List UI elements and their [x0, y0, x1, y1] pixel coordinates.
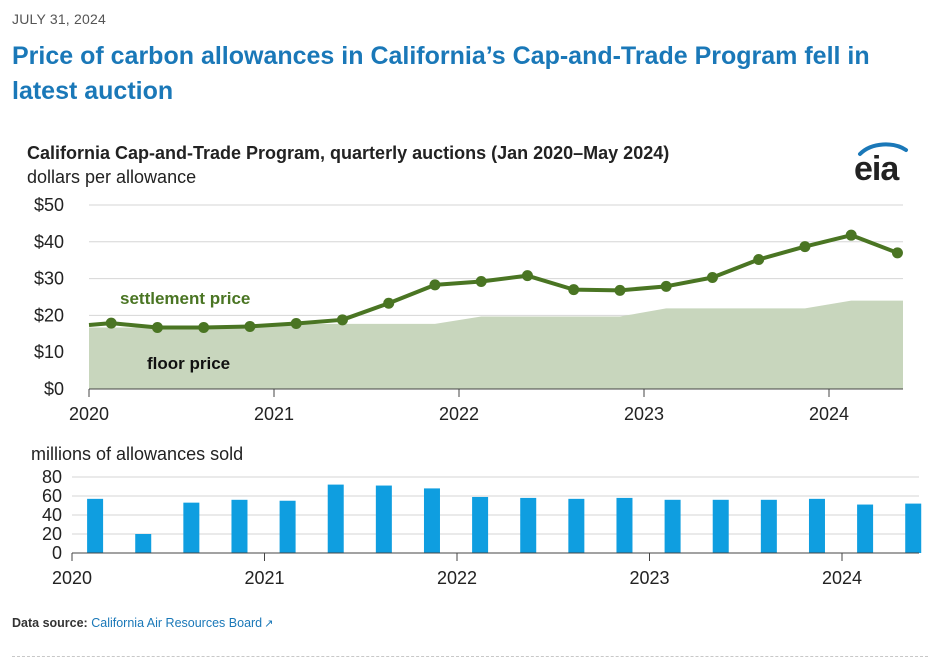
settlement-price-point	[568, 284, 580, 296]
settlement-price-point	[891, 247, 903, 259]
settlement-price-point	[845, 229, 857, 241]
price-panel: $0 $10 $20 $30 $40 $50 2020 2021 2022 2023 2024 set…	[34, 195, 903, 424]
allowances-y-tick-label: 40	[42, 505, 62, 525]
allowances-x-tick-label: 2023	[629, 568, 669, 588]
price-y-tick-label: $20	[34, 305, 64, 325]
floor-price-area	[89, 300, 903, 389]
price-y-tick-label: $50	[34, 195, 64, 215]
settlement-price-point	[105, 317, 117, 329]
settlement-price-point	[244, 320, 256, 332]
allowances-x-tick-label: 2024	[822, 568, 862, 588]
allowances-bar	[808, 498, 825, 553]
allowances-bar	[327, 484, 344, 553]
allowances-bar	[135, 534, 152, 553]
settlement-price-point	[336, 314, 348, 326]
allowances-y-tick-label: 80	[42, 467, 62, 487]
price-x-tick-label: 2021	[254, 404, 294, 424]
allowances-bar	[423, 488, 440, 553]
allowances-y-tick-label: 20	[42, 524, 62, 544]
allowances-bar	[520, 497, 537, 553]
data-source-label: Data source:	[12, 616, 88, 630]
settlement-price-point	[151, 322, 163, 334]
settlement-price-point	[706, 271, 718, 283]
allowances-bar	[616, 497, 633, 553]
allowances-bar	[760, 499, 777, 553]
headline: Price of carbon allowances in California…	[12, 42, 870, 105]
allowances-axis-title: millions of allowances sold	[31, 444, 243, 464]
footer-divider	[12, 656, 928, 657]
settlement-price-point	[753, 253, 765, 265]
allowances-bar	[712, 499, 729, 553]
price-axis-units: dollars per allowance	[27, 167, 197, 187]
settlement-price-point	[290, 317, 302, 329]
allowances-x-tick-label: 2022	[437, 568, 477, 588]
price-x-tick-label: 2024	[809, 404, 849, 424]
allowances-y-tick-label: 60	[42, 486, 62, 506]
allowances-bar	[231, 499, 248, 553]
allowances-bar	[568, 498, 585, 553]
allowances-bar	[857, 504, 874, 553]
data-source-link[interactable]: California Air Resources Board	[91, 616, 263, 630]
price-y-tick-label: $40	[34, 232, 64, 252]
allowances-x-tick-label: 2020	[52, 568, 92, 588]
settlement-price-point	[660, 280, 672, 292]
settlement-price-point	[429, 279, 441, 291]
allowances-bar	[87, 498, 104, 553]
settlement-price-point	[198, 322, 210, 334]
allowances-bar	[279, 500, 296, 553]
settlement-price-point	[383, 297, 395, 309]
price-y-tick-label: $10	[34, 342, 64, 362]
allowances-bar	[905, 503, 922, 553]
price-x-tick-label: 2022	[439, 404, 479, 424]
settlement-price-point	[475, 276, 487, 288]
allowances-x-tick-label: 2021	[244, 568, 284, 588]
eia-logo-text: eia	[854, 150, 899, 188]
data-source: Data source: California Air Resources Bo…	[12, 616, 273, 630]
price-x-tick-label: 2020	[69, 404, 109, 424]
price-y-tick-label: $30	[34, 269, 64, 289]
settlement-price-point	[799, 241, 811, 253]
price-y-tick-label: $0	[44, 379, 64, 399]
chart-canvas: $0 $10 $20 $30 $40 $50 2020 2021 2022 2023 2024 set…	[31, 195, 922, 588]
floor-price-label: floor price	[147, 354, 230, 373]
allowances-bar	[183, 502, 200, 553]
allowances-bar	[375, 485, 392, 553]
eia-logo-arc-icon	[858, 142, 908, 156]
price-x-tick-label: 2023	[624, 404, 664, 424]
allowances-bar	[664, 499, 681, 553]
settlement-price-label: settlement price	[120, 289, 250, 308]
allowances-bar	[472, 496, 489, 553]
allowances-y-tick-label: 0	[52, 543, 62, 563]
eia-logo[interactable]: eia	[850, 140, 912, 188]
settlement-price-point	[521, 270, 533, 282]
external-link-icon: ↗	[264, 618, 274, 630]
settlement-price-point	[614, 284, 626, 296]
chart-title: California Cap-and-Trade Program, quarte…	[27, 143, 670, 163]
publication-date: JULY 31, 2024	[12, 11, 106, 27]
